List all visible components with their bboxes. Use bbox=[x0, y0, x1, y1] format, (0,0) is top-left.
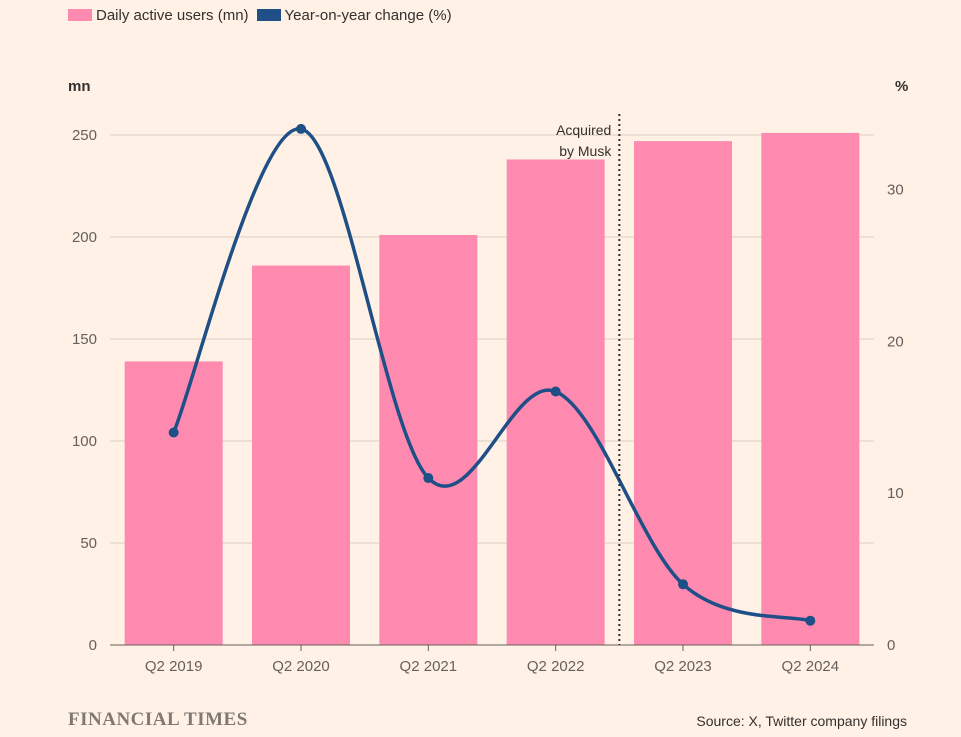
yoy-point bbox=[678, 579, 688, 590]
bars bbox=[124, 132, 860, 646]
yoy-line-path bbox=[172, 127, 811, 623]
acquisition-annotation: Acquired by Musk bbox=[556, 114, 621, 645]
x-tick-label: Q2 2019 bbox=[145, 658, 203, 675]
yoy-point bbox=[550, 386, 561, 397]
bar bbox=[252, 265, 350, 645]
yoy-point bbox=[168, 427, 179, 438]
source-note: Source: X, Twitter company filings bbox=[696, 713, 907, 729]
right-axis-unit: % bbox=[895, 78, 908, 95]
bar bbox=[379, 234, 478, 645]
x-axis bbox=[110, 644, 874, 651]
left-tick-label: 250 bbox=[72, 127, 97, 144]
bar bbox=[761, 132, 860, 645]
bar bbox=[506, 159, 605, 646]
legend-swatch-line bbox=[256, 9, 281, 21]
left-tick-label: 50 bbox=[80, 535, 97, 552]
left-tick-label: 0 bbox=[89, 637, 97, 654]
x-tick-label: Q2 2022 bbox=[527, 658, 585, 675]
yoy-line bbox=[168, 123, 816, 626]
x-tick-label: Q2 2020 bbox=[272, 658, 330, 675]
yoy-point bbox=[805, 615, 816, 626]
bar bbox=[124, 361, 223, 645]
left-axis-unit: mn bbox=[68, 78, 91, 95]
left-tick-label: 100 bbox=[72, 433, 97, 450]
yoy-point bbox=[423, 473, 434, 484]
gridlines bbox=[110, 134, 874, 544]
right-tick-label: 20 bbox=[887, 333, 904, 350]
x-tick-label: Q2 2023 bbox=[654, 658, 712, 675]
legend-item-bars: Daily active users (mn) bbox=[68, 7, 249, 24]
legend-label-bars: Daily active users (mn) bbox=[96, 6, 249, 24]
annotation-text: by Musk bbox=[559, 143, 612, 159]
annotation-text: Acquired bbox=[556, 122, 611, 138]
legend-swatch-bars bbox=[68, 9, 92, 21]
x-tick-label: Q2 2024 bbox=[782, 658, 840, 675]
right-tick-label: 30 bbox=[887, 182, 904, 199]
right-tick-label: 10 bbox=[887, 485, 904, 502]
left-tick-label: 150 bbox=[72, 331, 97, 348]
legend-item-line: Year-on-year change (%) bbox=[256, 6, 452, 24]
brand-logo: FINANCIAL TIMES bbox=[68, 709, 248, 730]
legend: Daily active users (mn) Year-on-year cha… bbox=[68, 5, 460, 25]
left-tick-label: 200 bbox=[72, 229, 97, 246]
yoy-point bbox=[296, 123, 306, 134]
right-tick-label: 0 bbox=[887, 637, 895, 654]
bar bbox=[634, 141, 732, 645]
axis-labels: 0 50 100 150 200 250 0 10 20 30 mn % Q2 2019 Q2 2020 Q… bbox=[68, 78, 908, 675]
legend-label-line: Year-on-year change (%) bbox=[284, 6, 452, 24]
x-tick-label: Q2 2021 bbox=[400, 658, 458, 675]
